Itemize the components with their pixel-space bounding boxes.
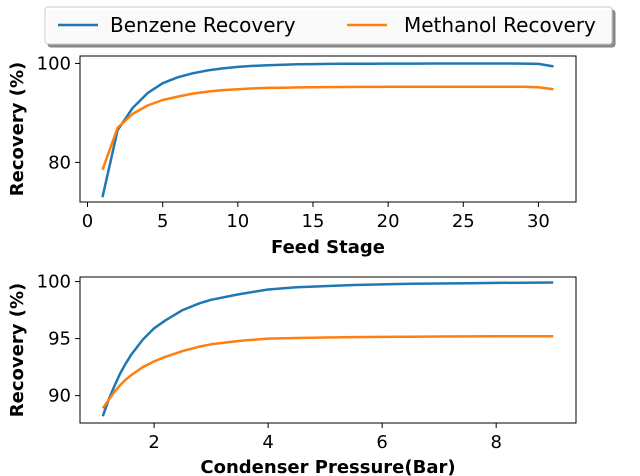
feed-stage-x-tick-label: 0 [82,211,93,232]
feed-stage-y-tick-label: 100 [37,53,71,74]
feed-stage-y-tick-label: 80 [48,152,71,173]
legend-label-benzene: Benzene Recovery [110,13,296,37]
feed-stage-x-tick-label: 5 [157,211,168,232]
feed-stage-plot: 0 5 10 15 20 25 30 80 100 Feed Stage Recovery (… [7,53,577,258]
feed-stage-y-axis-label: Recovery (%) [7,62,28,196]
condenser-pressure-x-tick-label: 6 [376,432,387,453]
condenser-pressure-x-ticks: 2 4 6 8 [148,423,502,453]
feed-stage-x-tick-label: 15 [302,211,325,232]
condenser-pressure-y-ticks: 90 95 100 [37,272,80,407]
condenser-pressure-x-tick-label: 2 [148,432,159,453]
feed-stage-x-tick-label: 20 [377,211,400,232]
condenser-pressure-series-line-methanol [101,334,554,409]
legend-box [44,6,613,45]
feed-stage-series-line-benzene [101,62,554,198]
feed-stage-x-tick-label: 30 [527,211,550,232]
legend-label-methanol: Methanol Recovery [404,13,596,37]
condenser-pressure-y-axis-label: Recovery (%) [7,283,28,417]
feed-stage-x-ticks: 0 5 10 15 20 25 30 [82,202,550,232]
condenser-pressure-plot-frame [79,276,577,424]
feed-stage-plot-frame [79,55,577,203]
feed-stage-series [101,62,554,198]
condenser-pressure-plot: 2 4 6 8 90 95 100 Condenser Pressure(Bar) Rec… [7,272,577,476]
feed-stage-y-ticks: 80 100 [37,53,80,173]
condenser-pressure-x-tick-label: 8 [490,432,501,453]
legend: Benzene Recovery Methanol Recovery [44,6,613,45]
condenser-pressure-x-axis-label: Condenser Pressure(Bar) [200,457,455,476]
condenser-pressure-y-tick-label: 90 [48,386,71,407]
condenser-pressure-y-tick-label: 95 [48,329,71,350]
feed-stage-x-tick-label: 10 [226,211,249,232]
condenser-pressure-series [101,281,554,417]
feed-stage-x-tick-label: 25 [452,211,475,232]
condenser-pressure-x-tick-label: 4 [262,432,273,453]
feed-stage-x-axis-label: Feed Stage [271,237,385,258]
feed-stage-series-line-methanol [101,85,554,171]
condenser-pressure-y-tick-label: 100 [37,272,71,293]
condenser-pressure-series-line-benzene [101,281,554,417]
